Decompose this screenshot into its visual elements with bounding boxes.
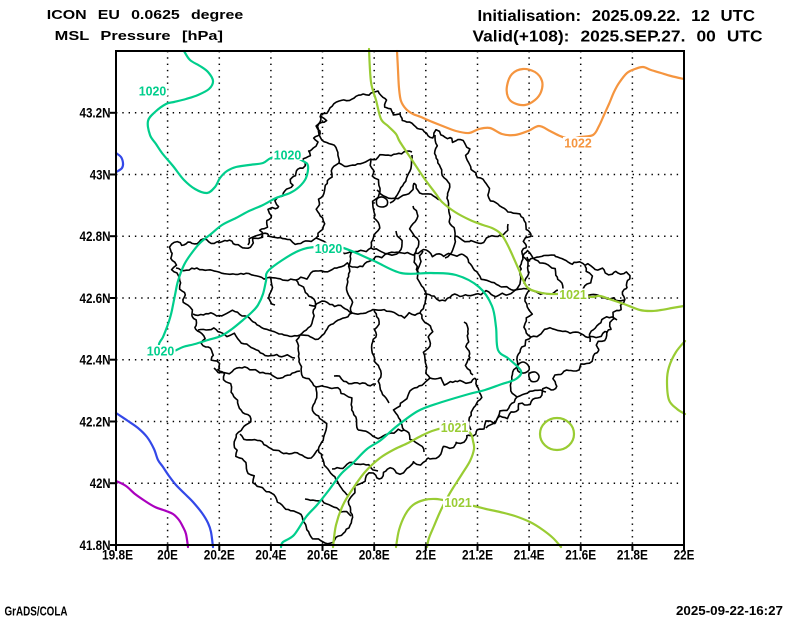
svg-text:Valid(+108): 2025.SEP.27. 00 U: Valid(+108): 2025.SEP.27. 00 UTC: [473, 28, 763, 45]
svg-text:20.6E: 20.6E: [307, 548, 338, 563]
svg-text:1020: 1020: [274, 147, 302, 162]
svg-text:1021: 1021: [559, 287, 587, 302]
svg-text:42.4N: 42.4N: [80, 353, 111, 368]
svg-text:42N: 42N: [90, 476, 111, 491]
svg-text:GrADS/COLA: GrADS/COLA: [5, 604, 68, 618]
svg-text:1020: 1020: [147, 343, 175, 358]
svg-text:21E: 21E: [415, 548, 436, 563]
svg-text:21.6E: 21.6E: [565, 548, 596, 563]
svg-text:20.2E: 20.2E: [204, 548, 235, 563]
svg-text:41.8N: 41.8N: [80, 538, 111, 553]
svg-text:42.8N: 42.8N: [80, 229, 111, 244]
svg-text:1021: 1021: [444, 495, 472, 510]
svg-text:21.4E: 21.4E: [514, 548, 545, 563]
svg-text:19.8E: 19.8E: [102, 548, 133, 563]
svg-text:2025-09-22-16:27: 2025-09-22-16:27: [676, 604, 783, 618]
svg-text:43.2N: 43.2N: [80, 106, 111, 121]
svg-text:1020: 1020: [315, 241, 343, 256]
svg-text:20.4E: 20.4E: [255, 548, 286, 563]
svg-text:20.8E: 20.8E: [359, 548, 390, 563]
svg-text:ICON EU 0.0625 degree: ICON EU 0.0625 degree: [47, 7, 243, 22]
svg-text:22E: 22E: [674, 548, 695, 563]
svg-text:21.2E: 21.2E: [462, 548, 493, 563]
svg-text:21.8E: 21.8E: [617, 548, 648, 563]
svg-text:1022: 1022: [564, 135, 592, 150]
svg-text:20E: 20E: [157, 548, 178, 563]
svg-text:MSL Pressure [hPa]: MSL Pressure [hPa]: [55, 28, 223, 43]
svg-text:Initialisation: 2025.09.22. 12: Initialisation: 2025.09.22. 12 UTC: [478, 8, 756, 25]
svg-text:42.6N: 42.6N: [80, 291, 111, 306]
svg-text:1020: 1020: [139, 83, 167, 98]
svg-text:43N: 43N: [90, 167, 111, 182]
svg-text:1021: 1021: [441, 420, 469, 435]
svg-text:42.2N: 42.2N: [80, 414, 111, 429]
